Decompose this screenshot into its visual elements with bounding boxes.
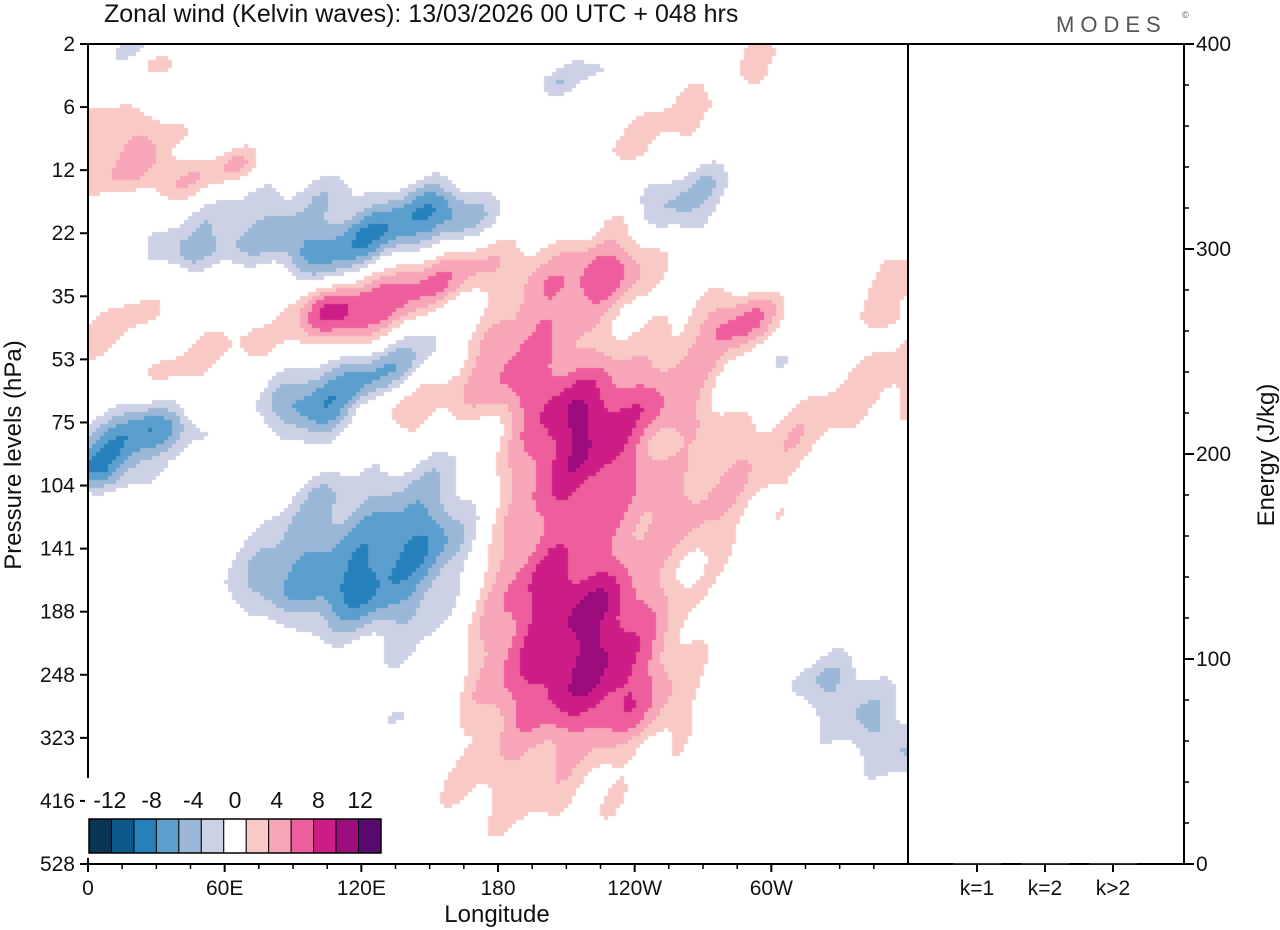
colorbar-label: -4: [183, 787, 204, 813]
energy-tick-label: 300: [1196, 238, 1231, 261]
colorbar-legend: -12 -8 -4 0 4 8 12: [85, 778, 385, 858]
colorbar-swatch: [335, 818, 360, 854]
colorbar-label: 12: [347, 787, 373, 813]
energy-axis-label: Energy (J/kg): [1253, 384, 1280, 527]
colorbar-frame: [88, 818, 382, 854]
pressure-tick-label: 6: [63, 96, 75, 119]
energy-bar: [1089, 862, 1137, 865]
colorbar-label: 8: [312, 787, 325, 813]
longitude-tick-label: 0: [82, 877, 94, 900]
energy-bars: k=1 k=2 k>2: [953, 862, 1137, 900]
wind-contour-raster: [88, 44, 908, 864]
pressure-tick-label: 416: [40, 790, 75, 813]
energy-category-label: k=1: [960, 877, 994, 900]
pressure-tick-label: 2: [63, 33, 75, 56]
energy-tick-label: 200: [1196, 443, 1231, 466]
energy-axis: 0 100 200 300 400: [1184, 33, 1231, 876]
pressure-tick-label: 248: [40, 664, 75, 687]
pressure-tick-label: 141: [40, 538, 75, 561]
pressure-tick-label: 323: [40, 727, 75, 750]
zonal-wind-field: [88, 44, 908, 864]
pressure-axis: 2 6 12 22 35 53 75 104 141 188 248 323 416 528: [40, 33, 88, 876]
colorbar-label: -12: [93, 787, 126, 813]
energy-tick-label: 0: [1196, 853, 1208, 876]
x-axis-label: Longitude: [444, 901, 549, 928]
longitude-tick-label: 60E: [206, 877, 243, 900]
pressure-tick-label: 75: [52, 411, 75, 434]
energy-category-label: k=2: [1028, 877, 1062, 900]
pressure-tick-label: 528: [40, 853, 75, 876]
pressure-tick-label: 53: [52, 348, 75, 371]
colorbar-swatch: [358, 818, 382, 854]
colorbar-swatch: [110, 818, 135, 854]
colorbar-swatch: [223, 818, 247, 854]
longitude-tick-label: 120E: [337, 877, 386, 900]
energy-tick-label: 100: [1196, 648, 1231, 671]
longitude-tick-label: 120W: [607, 877, 662, 900]
y-axis-label: Pressure levels (hPa): [0, 340, 27, 569]
colorbar-swatch: [88, 818, 112, 854]
pressure-tick-label: 188: [40, 601, 75, 624]
colorbar-swatch: [313, 818, 337, 854]
energy-bar: [1021, 862, 1069, 865]
longitude-tick-label: 180: [480, 877, 515, 900]
pressure-tick-label: 22: [52, 222, 75, 245]
colorbar-label: -8: [141, 787, 161, 813]
colorbar-label: 0: [229, 787, 242, 813]
chart-title: Zonal wind (Kelvin waves): 13/03/2026 00…: [104, 0, 738, 28]
colorbar-swatch: [290, 818, 315, 854]
energy-plot-frame: [907, 43, 1185, 865]
colorbar-swatch: [155, 818, 180, 854]
modes-logo: MODES: [1056, 12, 1167, 37]
colorbar-swatch: [200, 818, 225, 854]
longitude-axis: 0 60E 120E 180 120W 60W: [82, 864, 875, 900]
pressure-tick-label: 104: [40, 475, 75, 498]
energy-bar: [953, 862, 1001, 865]
colorbar-label: 4: [270, 787, 283, 813]
energy-tick-label: 400: [1196, 33, 1231, 56]
pressure-tick-label: 12: [52, 159, 75, 182]
colorbar-swatch: [178, 818, 202, 854]
pressure-tick-label: 35: [52, 285, 75, 308]
colorbar-swatch: [133, 818, 157, 854]
colorbar-swatch: [245, 818, 270, 854]
logo-registered-mark: ©: [1182, 10, 1189, 20]
energy-category-label: k>2: [1096, 877, 1130, 900]
colorbar-swatch: [268, 818, 292, 854]
longitude-tick-label: 60W: [750, 877, 793, 900]
